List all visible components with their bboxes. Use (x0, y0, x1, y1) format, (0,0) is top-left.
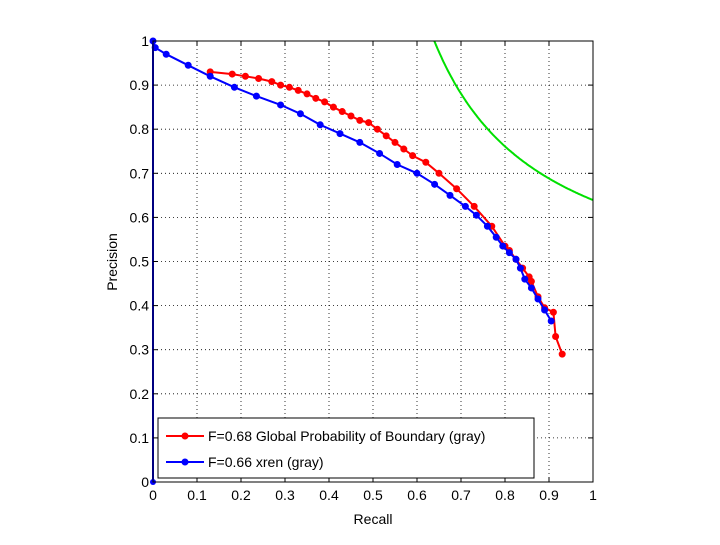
data-point (294, 86, 302, 94)
data-point (329, 103, 337, 111)
data-point (241, 72, 249, 80)
y-tick-label: 0 (141, 474, 149, 490)
data-curves (149, 37, 594, 485)
data-point (347, 112, 355, 120)
data-point (552, 332, 560, 340)
y-tick-label: 0.6 (130, 209, 150, 225)
data-point (285, 83, 293, 91)
data-point (483, 222, 491, 230)
data-point (505, 249, 513, 257)
data-point (391, 138, 399, 146)
data-point (393, 160, 401, 168)
data-point (312, 94, 320, 102)
y-tick-label: 0.3 (130, 342, 150, 358)
x-tick-label: 0.6 (407, 487, 427, 503)
data-point (461, 202, 469, 210)
data-point (527, 277, 535, 285)
x-tick-label: 0 (149, 487, 157, 503)
legend-label-gpb: F=0.68 Global Probability of Boundary (g… (208, 428, 485, 444)
x-tick-label: 0.2 (231, 487, 251, 503)
data-point (230, 83, 238, 91)
grid-lines (153, 41, 593, 482)
data-point (453, 185, 461, 193)
y-tick-label: 1 (141, 33, 149, 49)
data-point (162, 50, 170, 58)
data-point (512, 255, 520, 263)
x-tick-label: 0.7 (451, 487, 471, 503)
data-point (547, 317, 555, 325)
data-point (409, 152, 417, 160)
data-point (356, 138, 364, 146)
data-point (472, 211, 480, 219)
data-point (228, 70, 236, 78)
x-tick-label: 0.8 (495, 487, 515, 503)
series-0 (206, 68, 566, 358)
data-point (296, 110, 304, 118)
data-point (534, 295, 542, 303)
legend-box (157, 417, 535, 479)
data-point (400, 145, 408, 153)
data-point (527, 284, 535, 292)
x-tick-label: 0.4 (319, 487, 339, 503)
data-point (321, 98, 329, 106)
legend: F=0.68 Global Probability of Boundary (g… (157, 417, 535, 479)
y-tick-label: 0.4 (130, 298, 150, 314)
data-point (549, 308, 557, 316)
legend-entry-gpb: F=0.68 Global Probability of Boundary (g… (166, 428, 485, 444)
data-point (277, 101, 285, 109)
series-line-1 (152, 40, 553, 322)
y-tick-label: 0.5 (130, 254, 150, 270)
x-tick-label: 0.3 (275, 487, 295, 503)
data-point (521, 275, 529, 283)
data-point (268, 78, 276, 86)
data-point (252, 92, 260, 100)
x-axis-label: Recall (354, 511, 393, 527)
iso-f-curve (433, 40, 594, 201)
data-point (558, 350, 566, 358)
data-point (446, 191, 454, 199)
axis-ticks: 0 0.1 0.2 0.3 0.4 0.5 0.6 0.7 0.8 0.9 1 0 0.1 0.2 0.3 0… (130, 33, 598, 503)
legend-entry-xren: F=0.66 xren (gray) (166, 454, 324, 470)
data-point (376, 149, 384, 157)
data-point (516, 264, 524, 272)
data-point (277, 81, 285, 89)
data-point (316, 121, 324, 129)
data-point (365, 119, 373, 127)
legend-marker-gpb (181, 432, 189, 440)
x-tick-label: 0.1 (187, 487, 207, 503)
data-point (470, 202, 478, 210)
data-point (338, 108, 346, 116)
data-point (492, 233, 500, 241)
series-1 (149, 37, 555, 325)
data-point (373, 125, 381, 133)
y-tick-label: 0.1 (130, 430, 150, 446)
data-point (336, 130, 344, 138)
data-point (382, 132, 390, 140)
x-tick-label: 0.5 (363, 487, 383, 503)
data-point (413, 169, 421, 177)
data-point (184, 61, 192, 69)
data-point (255, 74, 263, 82)
x-tick-label: 0.9 (539, 487, 559, 503)
data-point (422, 158, 430, 166)
data-point (356, 116, 364, 124)
x-tick-label: 1 (589, 487, 597, 503)
y-tick-label: 0.9 (130, 77, 150, 93)
data-point (206, 72, 214, 80)
series-line-0 (210, 70, 564, 355)
data-point (541, 306, 549, 314)
data-point (431, 180, 439, 188)
legend-label-xren: F=0.66 xren (gray) (208, 454, 324, 470)
data-point (499, 242, 507, 250)
data-point (435, 169, 443, 177)
y-tick-label: 0.2 (130, 386, 150, 402)
y-tick-label: 0.7 (130, 165, 150, 181)
y-tick-label: 0.8 (130, 121, 150, 137)
y-axis-label: Precision (104, 233, 120, 291)
data-point (303, 90, 311, 98)
legend-marker-xren (181, 458, 189, 466)
